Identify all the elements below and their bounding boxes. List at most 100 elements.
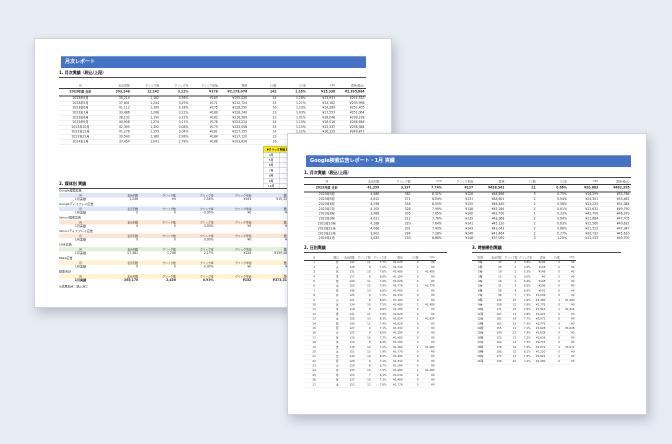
table-cell: 0 xyxy=(404,288,421,294)
table-cell: 2023年4月 xyxy=(59,96,102,102)
table-cell: 0.77% xyxy=(537,231,569,237)
table-cell: 0.66% xyxy=(537,226,569,232)
table-cell: 0.33% xyxy=(537,211,569,217)
table-cell: 13 xyxy=(248,110,278,116)
column-header: クリック単価 xyxy=(215,260,253,265)
table-cell: ¥0 xyxy=(561,260,576,266)
table-cell: 9 xyxy=(356,326,373,332)
table-cell: 121 xyxy=(340,298,357,304)
table-cell: 2時 xyxy=(472,270,489,276)
table-cell: ¥47,705 xyxy=(599,216,631,222)
table-cell: 128 xyxy=(340,265,357,271)
table-cell: ¥0 xyxy=(561,335,576,341)
table-cell: 4,298 xyxy=(349,202,381,208)
table-cell: 4,021 xyxy=(349,216,381,222)
table-cell: 2023年10月 xyxy=(59,125,102,131)
table-cell: 1.20% xyxy=(537,236,569,242)
table-cell: ¥143 xyxy=(443,226,475,232)
subtable-label: LINE広告 xyxy=(59,243,72,247)
table-cell: ¥1,480 xyxy=(388,288,405,294)
table-cell: ¥256,364 xyxy=(336,125,366,131)
table-cell: 10 xyxy=(356,354,373,360)
table-cell: 11 xyxy=(503,326,518,332)
table-cell: 7.2% xyxy=(517,335,533,341)
table-cell: 7.2% xyxy=(372,293,389,299)
table-cell: 1,268 xyxy=(131,110,161,116)
table-cell: 1月実績 xyxy=(74,224,87,229)
back-monthly-table: 月表示回数 クリック数 クリック率 クリック単価 費用 CV数 CV率 CPA 費用(税込) 20… xyxy=(59,83,366,145)
table-cell: ¥49,632 xyxy=(599,221,631,227)
column-header: クリック率 xyxy=(517,255,533,261)
table-cell: ¥1,924 xyxy=(388,317,405,323)
table-cell: ¥22,560 xyxy=(568,221,600,227)
table-cell: 8.52% xyxy=(412,192,444,198)
table-cell: 131 xyxy=(340,270,357,276)
table-cell: 127 xyxy=(340,326,357,332)
table-cell: 水 xyxy=(324,335,341,341)
table-cell: ¥217,120 xyxy=(219,134,249,140)
table-cell: ¥53,461 xyxy=(599,197,631,203)
table-cell: ¥16,299 xyxy=(568,192,600,198)
table-cell: ¥0 xyxy=(420,312,436,318)
front-report-page: Google検索広告レポート・1月 実績 1. 月次実績（税込/上段） 月表示回… xyxy=(287,133,647,415)
column-header: 曜日 xyxy=(324,255,341,261)
column-header: 月 xyxy=(304,179,350,185)
table-cell: 2023年11月 xyxy=(59,129,102,135)
table-cell: 18 xyxy=(488,279,504,285)
table-cell: 2.17% xyxy=(203,251,214,256)
column-header: 費用 xyxy=(532,255,547,261)
table-cell: ¥137 xyxy=(443,184,475,193)
table-cell: 6.9% xyxy=(517,288,533,294)
table-cell: 13 xyxy=(503,307,518,313)
table-cell: 0 xyxy=(546,317,562,323)
table-cell: 162 xyxy=(488,321,504,327)
table-cell: 月 xyxy=(324,326,341,332)
table-cell: ¥2,072 xyxy=(532,345,547,351)
daily-table: 日曜日 表示回数 クリック数 クリック率 費用 CV数 CPA 1 月 142 11 7.7% ¥1,6… xyxy=(304,255,436,388)
table-cell: 149 xyxy=(340,321,357,327)
column-header: 表示回数 xyxy=(101,274,140,279)
column-header: 月 xyxy=(59,83,102,89)
table-cell: 2023年7月 xyxy=(304,206,350,213)
table-cell: 1 xyxy=(404,317,421,323)
table-cell: ¥45,264 xyxy=(474,206,506,213)
table-cell: 6時 xyxy=(472,288,489,294)
table-cell: 1 xyxy=(304,260,325,266)
column-header: クリック単価 xyxy=(215,206,253,211)
table-cell: ¥193,626 xyxy=(219,139,249,145)
table-cell: 土 xyxy=(324,349,341,355)
table-cell: ¥13,931 xyxy=(307,96,337,102)
table-cell: 7.65% xyxy=(412,211,444,217)
table-cell: 2023年12月 xyxy=(59,134,102,140)
table-cell: ¥373,312 xyxy=(272,278,290,283)
column-header: クリック単価 xyxy=(443,179,475,185)
column-header: クリック数 xyxy=(139,247,178,252)
table-cell: 7.54% xyxy=(203,197,214,202)
table-cell: 7.7% xyxy=(517,317,533,323)
table-cell: 1月実績 xyxy=(74,251,87,256)
front-monthly-table: 月表示回数 クリック数 CTR クリック単価 費用 CV数 CV率 CPA 費用(税込) 2023… xyxy=(304,179,631,242)
table-cell: 16時 xyxy=(472,335,489,341)
column-header: 費用 xyxy=(252,260,291,265)
table-cell: ¥0 xyxy=(561,321,576,327)
column-header: 費用(税込) xyxy=(336,83,366,89)
table-cell: 26 xyxy=(304,378,325,384)
table-cell: 0 xyxy=(404,364,421,370)
table-cell: ¥1,776 xyxy=(532,303,547,308)
table-cell: 21 xyxy=(505,184,538,193)
table-cell: 水 xyxy=(324,270,341,276)
table-cell: ¥0 xyxy=(420,378,436,384)
table-cell: ¥1,924 xyxy=(532,307,547,313)
table-cell: 14 xyxy=(503,317,518,323)
table-cell: 284 xyxy=(380,231,413,237)
table-cell: 7.2% xyxy=(517,359,533,365)
table-cell: ¥128 xyxy=(443,192,475,198)
table-cell: 13 xyxy=(503,312,518,318)
table-cell: 42 xyxy=(488,260,504,266)
table-cell: ¥0 xyxy=(253,225,291,230)
table-cell: 木 xyxy=(324,307,341,313)
table-cell: 153 xyxy=(488,335,504,341)
table-cell: 3.11% xyxy=(160,88,190,97)
table-cell: 4 xyxy=(304,274,325,280)
table-cell: ¥0 xyxy=(420,335,436,341)
